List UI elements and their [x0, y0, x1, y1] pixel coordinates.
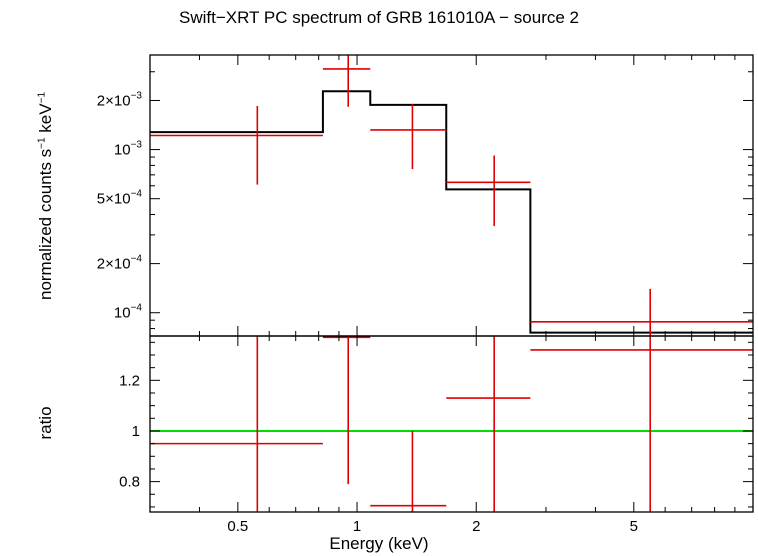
y-tick-label: 2×10−3	[97, 90, 143, 109]
y-tick-label: 10−4	[114, 303, 143, 322]
data-point-1	[150, 105, 323, 185]
data-point-4	[446, 155, 531, 227]
y-tick-exponent: −3	[131, 90, 143, 101]
ratio-y-tick-label: 0.8	[119, 474, 140, 491]
y-tick-exponent: −3	[131, 140, 143, 151]
spectrum-panel	[150, 55, 753, 336]
ratio-y-tick-label: 1.2	[119, 372, 140, 389]
ratio-frame	[149, 335, 754, 513]
x-axis-label: Energy (keV)	[329, 534, 429, 553]
x-tick-label: 0.5	[227, 518, 248, 535]
y-tick-label: 10−3	[114, 140, 143, 159]
y-tick-mantissa: 5×10	[97, 191, 131, 208]
ratio-y-tick-label: 1	[132, 423, 140, 440]
y-tick-mantissa: 10	[114, 142, 131, 159]
y-tick-exponent: −4	[131, 254, 143, 265]
spectrum-frame	[149, 54, 754, 337]
y-tick-label: 2×10−4	[97, 254, 143, 273]
y-tick-mantissa: 2×10	[97, 256, 131, 273]
ratio-point-4	[446, 336, 531, 512]
x-tick-label: 1	[353, 518, 361, 535]
y-tick-exponent: −4	[131, 189, 143, 200]
x-tick-label: 2	[472, 518, 480, 535]
y-tick-mantissa: 10	[114, 305, 131, 322]
axis-frames: 0.5 1 2 510−42×10−45×10−410−32×10−30.811.2	[97, 54, 754, 535]
data-point-2	[322, 55, 371, 107]
model-step-line	[150, 90, 753, 334]
data-point-3	[370, 104, 447, 170]
chart-title: Swift−XRT PC spectrum of GRB 161010A − s…	[178, 8, 579, 27]
y-tick-label: 5×10−4	[97, 189, 143, 208]
y-tick-exponent: −4	[131, 303, 143, 314]
ratio-point-2	[322, 336, 371, 485]
y-tick-mantissa: 2×10	[97, 92, 131, 109]
ratio-point-1	[150, 336, 323, 512]
ratio-point-5	[530, 336, 753, 512]
data-point-5	[530, 288, 753, 336]
x-tick-label: 5	[630, 518, 638, 535]
ratio-panel	[150, 336, 753, 512]
ratio-point-3	[370, 430, 447, 512]
